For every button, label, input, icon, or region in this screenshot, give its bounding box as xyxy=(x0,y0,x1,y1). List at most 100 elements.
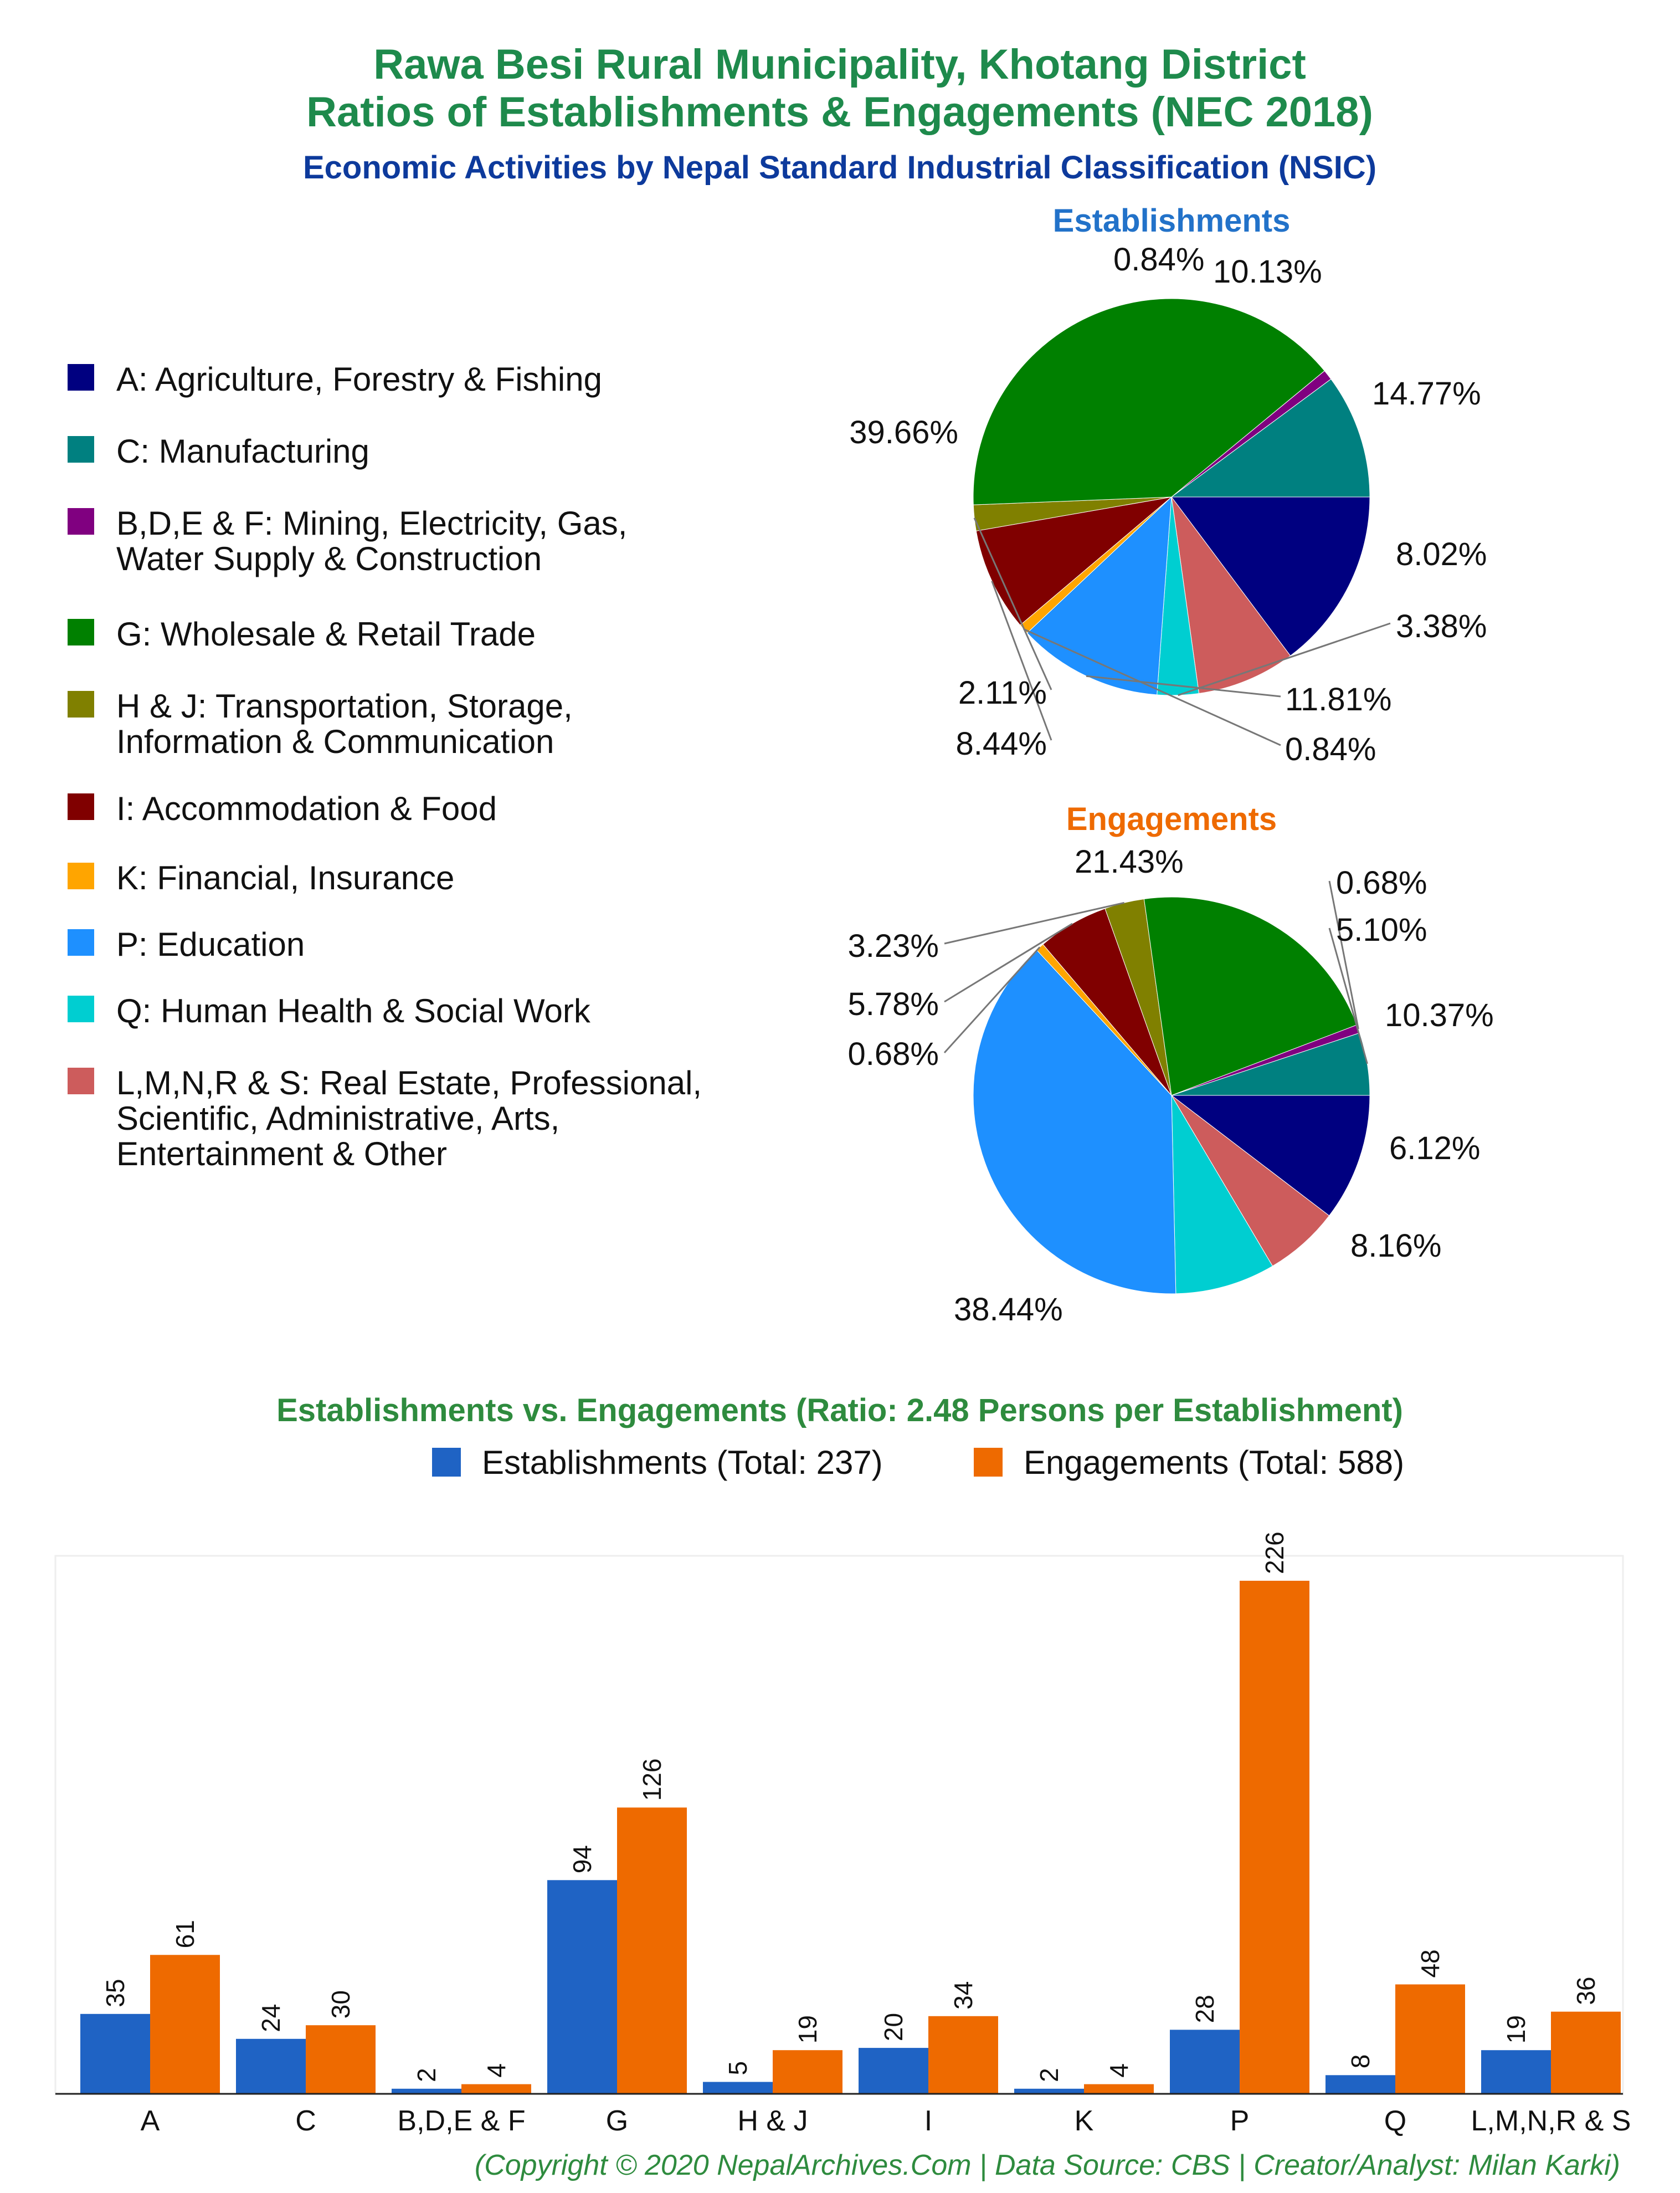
pie-label: 38.44% xyxy=(954,1292,1063,1328)
bar-legend-swatch xyxy=(974,1448,1003,1477)
pie-label: 10.37% xyxy=(1385,997,1494,1033)
pie-label: 21.43% xyxy=(1075,844,1184,880)
pie-label: 14.77% xyxy=(1372,376,1481,412)
pie-leader-line xyxy=(1086,675,1281,698)
pie-leader-line xyxy=(1328,880,1359,1029)
bar-value-label: 48 xyxy=(1416,1949,1445,1977)
engagements-bar-3 xyxy=(617,1807,687,2093)
pie-label: 10.13% xyxy=(1213,254,1322,290)
bar-value-label: 34 xyxy=(949,1981,978,2010)
engagements-bar-9 xyxy=(1551,2011,1621,2093)
bar-value-label: 61 xyxy=(171,1920,199,1948)
pie-leader-line xyxy=(943,946,1041,1054)
legend-swatch xyxy=(68,929,94,956)
bar-value-label: 36 xyxy=(1571,1976,1600,2005)
legend-swatch xyxy=(68,364,94,391)
sector-legend: A: Agriculture, Forestry & Fishing C: Man… xyxy=(68,361,702,1172)
legend-label: Q: Human Health & Social Work xyxy=(116,992,591,1029)
pie-label: 39.66% xyxy=(849,414,958,450)
pie-leader-line xyxy=(973,517,1052,690)
establishments-bar-9 xyxy=(1481,2050,1551,2093)
main-subtitle: Ratios of Establishments & Engagements (… xyxy=(306,89,1373,136)
bar-legend-swatch xyxy=(432,1448,461,1477)
pie-slice-g xyxy=(973,298,1325,505)
legend-label: L,M,N,R & S: Real Estate, Professional, S… xyxy=(116,1064,702,1172)
bar-value-label: 2 xyxy=(1035,2068,1064,2082)
pie-leader-line xyxy=(991,581,1052,741)
x-tick-label: L,M,N,R & S xyxy=(1471,2105,1631,2137)
legend-swatch xyxy=(68,793,94,820)
legend-label: C: Manufacturing xyxy=(116,433,369,470)
bar-value-label: 226 xyxy=(1260,1531,1289,1574)
engagements-bar-2 xyxy=(461,2084,531,2093)
pie-slice-l-m-n-r-s xyxy=(1171,1095,1330,1267)
pie-leader-line xyxy=(944,923,1073,1003)
pie-leader-line xyxy=(1178,622,1391,696)
pie-label: 5.10% xyxy=(1336,912,1427,948)
bar-legend-label: Engagements (Total: 588) xyxy=(1024,1444,1404,1481)
pie-title: Engagements xyxy=(1066,801,1277,837)
main-title: Rawa Besi Rural Municipality, Khotang Di… xyxy=(373,41,1306,88)
x-tick-label: K xyxy=(1075,2105,1094,2137)
pie-leader-line xyxy=(1328,928,1368,1064)
x-tick-label: I xyxy=(924,2105,932,2137)
legend-label: B,D,E & F: Mining, Electricity, Gas, Wate… xyxy=(116,505,627,577)
x-tick-label: G xyxy=(606,2105,628,2137)
bar-chart-legend: Establishments (Total: 237) Engagements (… xyxy=(432,1444,1404,1481)
bar-value-label: 30 xyxy=(326,1990,355,2018)
pie-slice-i xyxy=(1042,908,1172,1096)
legend-label: G: Wholesale & Retail Trade xyxy=(116,616,536,653)
pie-label: 0.84% xyxy=(1285,731,1376,767)
establishments-pie: Establishments 14.77% 8.02% 3.38% 11.81% 0.84… xyxy=(849,203,1487,767)
pie-label: 8.02% xyxy=(1396,536,1487,572)
pie-label: 0.68% xyxy=(1336,865,1427,901)
legend-swatch xyxy=(68,436,94,463)
x-tick-label: P xyxy=(1230,2105,1250,2137)
bar-legend-label: Establishments (Total: 237) xyxy=(482,1444,883,1481)
bar-value-label: 28 xyxy=(1190,1995,1219,2023)
pie-label: 3.23% xyxy=(848,928,939,964)
pie-leader-line xyxy=(1023,628,1281,746)
pie-slice-g xyxy=(1143,896,1358,1096)
pie-label: 5.78% xyxy=(848,986,939,1022)
legend-swatch xyxy=(68,863,94,889)
bar-value-label: 24 xyxy=(256,2004,285,2032)
x-tick-label: C xyxy=(295,2105,316,2137)
footer-credit: (Copyright © 2020 NepalArchives.Com | Da… xyxy=(475,2149,1620,2181)
engagements-pie: Engagements 10.37% 6.12% 8.16% 38.44% 0.68% 5.… xyxy=(848,801,1494,1328)
engagements-bar-0 xyxy=(150,1955,220,2093)
legend-label: I: Accommodation & Food xyxy=(116,790,497,827)
establishments-bar-3 xyxy=(547,1880,617,2093)
establishments-bar-0 xyxy=(80,2013,150,2093)
bar-value-label: 5 xyxy=(723,2061,752,2076)
bar-value-label: 19 xyxy=(793,2015,822,2043)
bar-value-label: 19 xyxy=(1502,2015,1530,2043)
pie-label: 8.44% xyxy=(956,726,1047,762)
legend-label: P: Education xyxy=(116,926,305,963)
legend-swatch xyxy=(68,508,94,535)
engagements-bar-5 xyxy=(928,2016,998,2093)
pie-slice-p xyxy=(973,949,1176,1294)
pie-title: Establishments xyxy=(1053,203,1291,239)
establishments-bar-5 xyxy=(859,2048,928,2093)
bar-chart-title: Establishments vs. Engagements (Ratio: 2… xyxy=(276,1392,1403,1428)
engagements-bar-7 xyxy=(1240,1581,1309,2093)
establishments-bar-6 xyxy=(1014,2088,1084,2093)
legend-label: K: Financial, Insurance xyxy=(116,859,454,896)
establishments-bar-2 xyxy=(392,2088,461,2093)
x-tick-label: B,D,E & F xyxy=(397,2105,525,2137)
establishments-bar-8 xyxy=(1325,2075,1395,2093)
engagements-bar-8 xyxy=(1395,1984,1465,2093)
legend-swatch xyxy=(68,691,94,718)
pie-label: 0.68% xyxy=(848,1036,939,1072)
bar-value-label: 35 xyxy=(101,1979,130,2007)
bar-plot-area xyxy=(54,1555,1624,2095)
bar-value-label: 20 xyxy=(879,2013,908,2041)
pie-slice-a xyxy=(1170,1095,1370,1216)
pie-label: 2.11% xyxy=(958,675,1047,711)
legend-label: A: Agriculture, Forestry & Fishing xyxy=(116,361,602,398)
bar-value-label: 94 xyxy=(568,1845,597,1873)
legend-swatch xyxy=(68,1068,94,1094)
pie-label: 3.38% xyxy=(1396,608,1487,644)
pie-slice-q xyxy=(1171,1094,1273,1294)
